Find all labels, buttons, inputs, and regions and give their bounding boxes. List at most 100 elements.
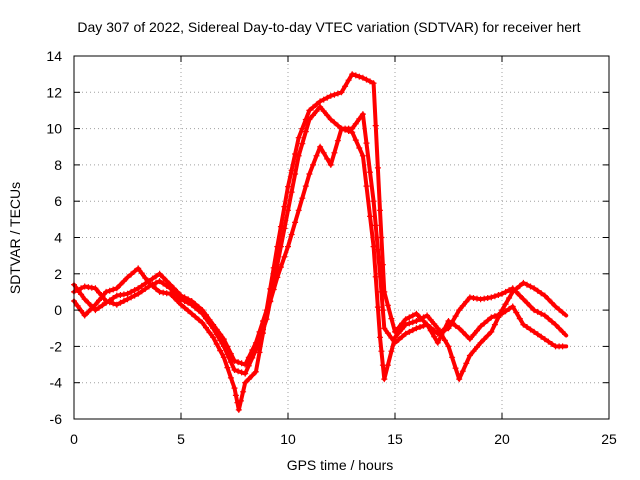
plus-marker [288, 167, 295, 174]
plus-marker [131, 292, 138, 299]
plus-marker [227, 350, 234, 357]
plus-marker [474, 327, 480, 334]
y-tick-label: 2 [54, 266, 62, 282]
plus-marker [431, 333, 438, 340]
plus-marker [292, 151, 299, 157]
plus-marker [372, 222, 379, 229]
plus-marker [131, 268, 138, 275]
plus-marker [363, 183, 370, 190]
plus-marker [274, 243, 281, 250]
plus-marker [240, 388, 247, 395]
plus-marker [402, 321, 409, 328]
plus-marker [338, 125, 345, 132]
grid-lines [74, 56, 609, 419]
plus-marker [552, 321, 559, 328]
series-track-3-markers [71, 125, 566, 413]
plus-marker [192, 301, 199, 308]
plus-marker [378, 348, 385, 355]
plus-marker [96, 304, 102, 311]
plus-marker [452, 313, 459, 320]
plus-marker [524, 324, 530, 330]
plus-marker [466, 336, 473, 343]
plus-marker [363, 76, 370, 83]
plus-marker [245, 376, 252, 383]
plus-marker [481, 320, 488, 327]
plus-marker [559, 309, 566, 316]
plus-marker [413, 310, 420, 317]
plus-marker [327, 116, 334, 123]
plus-marker [199, 319, 206, 326]
plus-marker [466, 352, 473, 359]
plus-marker [331, 119, 338, 126]
plus-marker [306, 107, 313, 114]
y-tick-label: -2 [50, 338, 63, 354]
plus-marker [160, 274, 167, 281]
plus-marker [367, 78, 373, 85]
plus-marker [381, 325, 388, 332]
plus-marker [217, 331, 224, 338]
plus-marker [188, 310, 195, 317]
plus-marker [317, 143, 324, 150]
plus-marker [170, 285, 177, 292]
plus-marker [441, 325, 448, 332]
plus-marker [206, 329, 213, 336]
plus-marker [153, 279, 159, 286]
plus-marker [481, 336, 488, 343]
plus-marker [117, 299, 124, 306]
plus-marker [352, 72, 359, 79]
plus-marker [374, 164, 381, 171]
plus-marker [292, 171, 299, 177]
plus-marker [524, 281, 530, 288]
plus-marker [548, 341, 555, 347]
plus-marker [234, 399, 241, 406]
plus-marker [317, 98, 324, 105]
series-track-2 [72, 72, 569, 367]
plus-marker [277, 264, 284, 271]
plus-marker [331, 91, 338, 98]
plus-marker [356, 115, 363, 122]
plus-marker [452, 365, 459, 372]
y-tick-label: 6 [54, 193, 62, 209]
plus-marker [249, 372, 256, 379]
plus-marker [237, 397, 244, 404]
plus-marker [384, 302, 391, 309]
plus-marker [438, 331, 445, 338]
plus-marker [74, 286, 81, 293]
plus-marker [120, 278, 127, 285]
plus-marker [484, 332, 491, 339]
plus-marker [281, 253, 288, 260]
plus-marker [342, 83, 349, 90]
plus-marker [110, 300, 117, 307]
x-axis-label: GPS time / hours [287, 457, 394, 473]
x-tick-label: 25 [601, 431, 617, 447]
plus-marker [488, 314, 495, 321]
plus-marker [356, 73, 363, 80]
plus-marker [431, 321, 438, 327]
plus-marker [317, 103, 324, 110]
plus-marker [417, 316, 423, 323]
plus-marker [170, 294, 177, 301]
plus-marker [534, 308, 541, 315]
plus-marker [509, 288, 516, 295]
plus-marker [135, 265, 142, 272]
plus-marker [231, 385, 238, 392]
plus-marker [295, 207, 302, 214]
plus-marker [74, 302, 81, 309]
plus-marker [249, 347, 256, 353]
plus-marker [413, 318, 420, 324]
plus-marker [538, 333, 545, 340]
plus-marker [506, 305, 513, 312]
plus-marker [210, 334, 217, 341]
plus-marker [495, 292, 502, 298]
plus-marker [324, 155, 331, 162]
plus-marker [174, 298, 181, 304]
plus-marker [395, 336, 402, 343]
plus-marker [310, 112, 316, 119]
plus-marker [524, 299, 530, 306]
plus-marker [527, 283, 534, 290]
plus-marker [270, 286, 277, 293]
plus-marker [235, 359, 242, 366]
plus-marker [484, 317, 491, 324]
plus-marker [142, 285, 149, 292]
plus-marker [124, 290, 131, 297]
